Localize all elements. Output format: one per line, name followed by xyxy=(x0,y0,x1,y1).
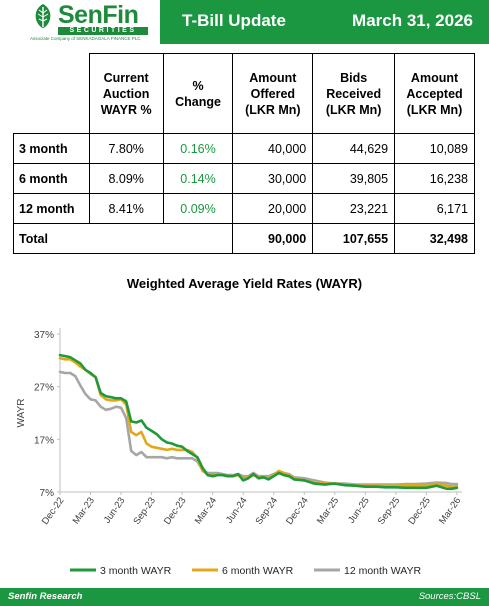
row-accepted: 10,089 xyxy=(394,133,475,164)
row-bids: 23,221 xyxy=(312,193,396,224)
header-accepted-line: Amount xyxy=(410,70,459,85)
x-tick-label: Mar-25 xyxy=(315,495,341,526)
report-date: March 31, 2026 xyxy=(352,11,473,30)
header-wayr-line: Auction xyxy=(102,86,150,101)
row-accepted: 6,171 xyxy=(394,193,475,224)
row-label: 3 month xyxy=(13,133,90,164)
table-row: 3 month 7.80% 0.16% 40,000 44,629 10,089 xyxy=(13,133,475,164)
row-wayr: 8.09% xyxy=(88,163,164,194)
header-offered-line: Amount xyxy=(249,70,297,85)
footer-source-left: Senfin Research xyxy=(8,591,83,602)
row-change: 0.14% xyxy=(162,163,234,194)
header-bids-line: (LKR Mn) xyxy=(325,102,382,117)
x-tick-label: Sep-23 xyxy=(131,495,158,526)
row-label: 12 month xyxy=(13,193,90,224)
row-offered: 30,000 xyxy=(232,163,314,194)
header-accepted-line: (LKR Mn) xyxy=(406,102,463,117)
row-bids: 39,805 xyxy=(312,163,396,194)
series-line-6m xyxy=(58,356,459,488)
header-change-line: % xyxy=(192,78,204,93)
x-tick-label: Jun-25 xyxy=(346,495,372,525)
page-title: T-Bill Update xyxy=(182,11,286,30)
row-label: 6 month xyxy=(13,163,90,194)
series-line-3m xyxy=(58,353,459,491)
legend-label: 6 month WAYR xyxy=(222,565,294,577)
header-change: % Change xyxy=(162,53,234,134)
header-bids-line: Received xyxy=(326,86,382,101)
table-total-row: Total 90,000 107,655 32,498 xyxy=(13,223,475,254)
leaf-logo-icon xyxy=(35,4,51,28)
header-wayr: Current Auction WAYR % xyxy=(88,53,164,134)
y-tick-label: 37% xyxy=(34,330,54,341)
x-tick-label: Dec-23 xyxy=(162,495,189,526)
x-tick-label: Mar-24 xyxy=(193,495,219,526)
header-accepted: Amount Accepted (LKR Mn) xyxy=(394,53,475,134)
logo: SenFin SECURITIES Associate Company of S… xyxy=(0,0,160,44)
header-change-line: Change xyxy=(175,94,221,109)
title-bar: T-Bill Update March 31, 2026 xyxy=(160,0,489,44)
header-bids-line: Bids xyxy=(340,70,368,85)
logo-wordmark: SenFin xyxy=(58,1,139,29)
row-change: 0.09% xyxy=(162,193,234,224)
header-wayr-line: WAYR % xyxy=(100,102,152,117)
x-tick-label: Sep-24 xyxy=(254,495,281,526)
header-bids: Bids Received (LKR Mn) xyxy=(312,53,396,134)
footer-source-right: Sources:CBSL xyxy=(418,591,481,602)
logo-tagline: Associate Company of SENKADAGALA FINANCE… xyxy=(30,36,141,41)
logo-subtitle: SECURITIES xyxy=(58,27,148,35)
x-tick-label: Dec-24 xyxy=(284,495,311,526)
row-wayr: 8.41% xyxy=(88,193,164,224)
header-accepted-line: Accepted xyxy=(406,86,463,101)
header-offered: Amount Offered (LKR Mn) xyxy=(232,53,314,134)
x-tick-label: Jun-24 xyxy=(224,495,250,525)
row-offered: 20,000 xyxy=(232,193,314,224)
row-accepted: 16,238 xyxy=(394,163,475,194)
x-tick-label: Mar-23 xyxy=(71,495,97,526)
header-offered-line: Offered xyxy=(250,86,296,101)
total-label: Total xyxy=(13,223,90,254)
x-tick-label: Jun-23 xyxy=(102,495,128,525)
header-blank xyxy=(14,54,90,134)
total-accepted: 32,498 xyxy=(394,223,475,254)
total-offered: 90,000 xyxy=(232,223,314,254)
header-offered-line: (LKR Mn) xyxy=(245,102,301,117)
y-tick-label: 7% xyxy=(40,488,55,499)
chart-title: Weighted Average Yield Rates (WAYR) xyxy=(126,276,363,291)
legend-label: 3 month WAYR xyxy=(100,565,172,577)
header-wayr-line: Current xyxy=(103,70,149,85)
y-tick-label: 27% xyxy=(34,383,54,394)
total-empty xyxy=(89,223,164,254)
header: SenFin SECURITIES Associate Company of S… xyxy=(0,0,489,44)
footer: Senfin Research Sources:CBSL xyxy=(0,588,489,606)
row-bids: 44,629 xyxy=(312,133,396,164)
y-axis-label: WAYR xyxy=(16,399,27,428)
row-wayr: 7.80% xyxy=(88,133,164,164)
legend-label: 12 month WAYR xyxy=(344,565,421,577)
x-tick-label: Dec-25 xyxy=(406,495,433,526)
total-empty xyxy=(163,223,234,254)
table-row: 12 month 8.41% 0.09% 20,000 23,221 6,171 xyxy=(13,193,475,224)
table-row: 6 month 8.09% 0.14% 30,000 39,805 16,238 xyxy=(13,163,475,194)
series-line-12m xyxy=(58,370,459,486)
row-offered: 40,000 xyxy=(232,133,314,164)
table-header-row: Current Auction WAYR % % Change Amount O… xyxy=(14,53,475,134)
total-bids: 107,655 xyxy=(312,223,396,254)
tbill-table: Current Auction WAYR % % Change Amount O… xyxy=(13,53,475,254)
row-change: 0.16% xyxy=(162,133,234,164)
x-tick-label: Sep-25 xyxy=(376,495,403,526)
x-tick-label: Mar-26 xyxy=(437,495,463,526)
y-tick-label: 17% xyxy=(34,435,54,446)
x-tick-label: Dec-22 xyxy=(40,495,67,526)
